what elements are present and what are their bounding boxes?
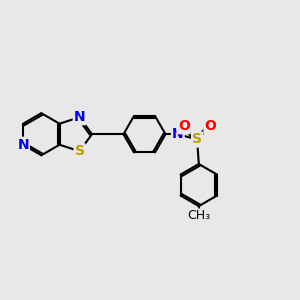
- Text: O: O: [205, 119, 216, 133]
- Text: S: S: [75, 144, 85, 158]
- Text: N: N: [172, 127, 184, 141]
- Text: N: N: [17, 138, 29, 152]
- Text: CH₃: CH₃: [187, 209, 210, 222]
- Text: H: H: [177, 118, 187, 131]
- Text: S: S: [192, 133, 202, 146]
- Text: N: N: [74, 110, 85, 124]
- Text: O: O: [178, 119, 190, 133]
